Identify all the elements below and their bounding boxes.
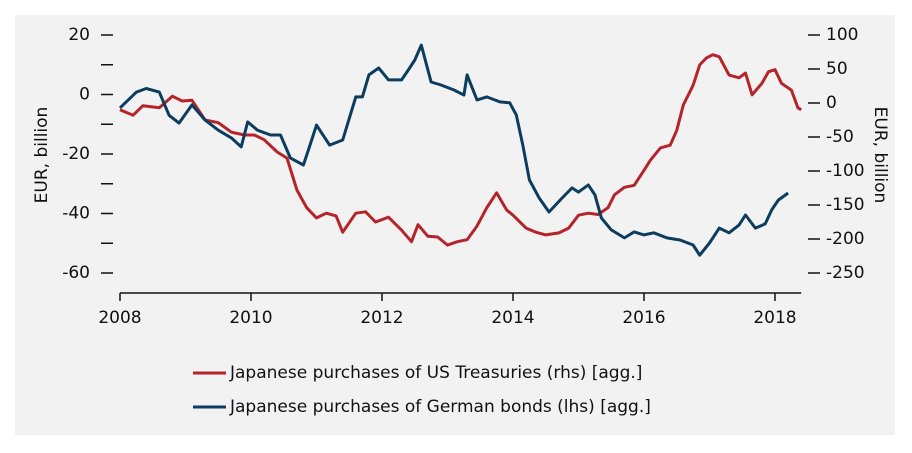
- legend-label: Japanese purchases of US Treasuries (rhs…: [229, 363, 642, 383]
- x-tick-label: 2018: [753, 308, 796, 328]
- series-line: [119, 53, 802, 247]
- y2-tick-label: -250: [826, 263, 865, 283]
- y-tick-label: -60: [62, 263, 90, 283]
- y2-tick-label: 100: [826, 25, 858, 45]
- legend-label: Japanese purchases of German bonds (lhs)…: [229, 397, 651, 417]
- x-tick-label: 2010: [229, 308, 272, 328]
- y2-tick-label: -100: [826, 161, 865, 181]
- y-tick-label: -20: [62, 144, 90, 164]
- y-tick-label: 20: [68, 25, 90, 45]
- x-tick-label: 2008: [98, 308, 141, 328]
- y-tick-label: -40: [62, 204, 90, 224]
- y2-tick-label: -200: [826, 229, 865, 249]
- y-tick-label: 0: [79, 85, 90, 105]
- series-line: [118, 43, 789, 257]
- y2-tick-label: 50: [826, 59, 848, 79]
- x-tick-label: 2014: [491, 308, 534, 328]
- y2-tick-label: -50: [826, 127, 854, 147]
- y-axis-label: EUR, billion: [32, 107, 52, 204]
- y2-axis-label: EUR, billion: [870, 107, 890, 204]
- x-tick-label: 2012: [360, 308, 403, 328]
- x-tick-label: 2016: [622, 308, 665, 328]
- y2-tick-label: 0: [826, 93, 837, 113]
- y2-tick-label: -150: [826, 195, 865, 215]
